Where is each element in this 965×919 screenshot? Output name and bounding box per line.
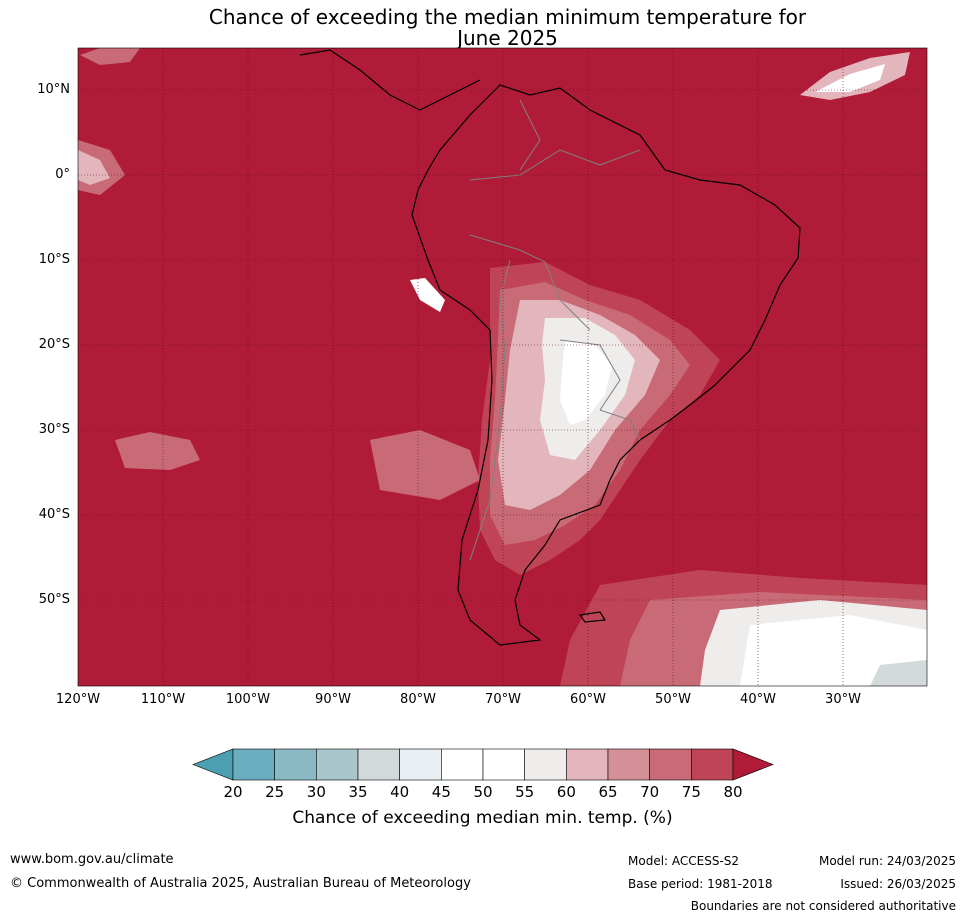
map-title-line2: June 2025 (457, 26, 558, 50)
colorbar-tick-20: 20 (223, 783, 243, 801)
footer-model: Model: ACCESS-S2 (628, 854, 740, 868)
colorbar-swatch-75-80 (691, 748, 734, 781)
colorbar-swatch-50-55 (482, 748, 525, 781)
footer-website: www.bom.gov.au/climate (10, 852, 174, 867)
contour-65-pacific-chile (370, 430, 480, 500)
map-title-line1: Chance of exceeding the median minimum t… (208, 5, 807, 29)
country-borders (469, 99, 641, 561)
colorbar-swatch-40-45 (399, 748, 442, 781)
colorbar-tick-80: 80 (723, 783, 743, 801)
colorbar-tick-75: 75 (681, 783, 701, 801)
coastlines (299, 49, 801, 646)
central-america-coast (299, 49, 481, 111)
colorbar-label: Chance of exceeding median min. temp. (%… (292, 808, 673, 828)
contour-55 (560, 340, 612, 425)
colorbar-arrow-low (192, 748, 234, 781)
colorbar-swatch-25-30 (274, 748, 317, 781)
colorbar-swatch-65-70 (607, 748, 650, 781)
colorbar-tick-55: 55 (515, 783, 535, 801)
colorbar-tick-70: 70 (640, 783, 660, 801)
colorbar-swatches (192, 748, 774, 781)
colorbar-swatch-60-65 (566, 748, 609, 781)
lon-label-60w: 60°W (570, 692, 606, 707)
contour-65-north-pacific (80, 48, 140, 65)
lat-label-0: 0° (55, 167, 70, 182)
colorbar-swatch-30-35 (316, 748, 359, 781)
footer-copyright: © Commonwealth of Australia 2025, Austra… (10, 876, 471, 891)
footer-issued: Issued: 26/03/2025 (840, 877, 956, 891)
contour-55-peru-coast (410, 278, 445, 312)
colorbar-tick-40: 40 (390, 783, 410, 801)
colorbar-arrow-high (732, 748, 774, 781)
probability-contours (78, 48, 927, 686)
lon-label-100w: 100°W (225, 692, 271, 707)
colorbar-swatch-45-50 (441, 748, 484, 781)
lat-label-50s: 50°S (38, 592, 70, 607)
footer-base-period: Base period: 1981-2018 (628, 877, 773, 891)
contour-55-north-atlantic (815, 64, 885, 92)
colorbar-swatch-20-25 (232, 748, 275, 781)
lon-label-30w: 30°W (825, 692, 861, 707)
colorbar-swatch-35-40 (357, 748, 400, 781)
contour-60-pacific-east (78, 150, 110, 185)
lon-label-80w: 80°W (400, 692, 436, 707)
contour-65-pacific-south (115, 432, 200, 470)
lat-label-20s: 20°S (38, 337, 70, 352)
contour-40-atlantic (870, 660, 927, 686)
colorbar-tick-50: 50 (473, 783, 493, 801)
footer-disclaimer: Boundaries are not considered authoritat… (690, 899, 956, 913)
colorbar-tick-30: 30 (306, 783, 326, 801)
colorbar-tick-65: 65 (598, 783, 618, 801)
lon-label-110w: 110°W (140, 692, 186, 707)
lat-label-10n: 10°N (37, 82, 70, 97)
footer-model-run: Model run: 24/03/2025 (818, 854, 956, 868)
lon-label-120w: 120°W (55, 692, 101, 707)
south-america-coast (411, 84, 801, 646)
colorbar-swatch-55-60 (524, 748, 567, 781)
colorbar-tick-35: 35 (348, 783, 368, 801)
lat-label-10s: 10°S (38, 252, 70, 267)
lat-label-30s: 30°S (38, 422, 70, 437)
lat-label-40s: 40°S (38, 507, 70, 522)
lon-label-70w: 70°W (485, 692, 521, 707)
colorbar-swatch-70-75 (649, 748, 692, 781)
colorbar-tick-25: 25 (265, 783, 285, 801)
lon-label-50w: 50°W (655, 692, 691, 707)
colorbar-tick-45: 45 (431, 783, 451, 801)
colorbar-tick-60: 60 (556, 783, 576, 801)
map-frame (77, 47, 928, 687)
falkland-islands (578, 611, 607, 623)
lon-label-90w: 90°W (315, 692, 351, 707)
lon-label-40w: 40°W (740, 692, 776, 707)
map-gridlines (78, 48, 927, 686)
